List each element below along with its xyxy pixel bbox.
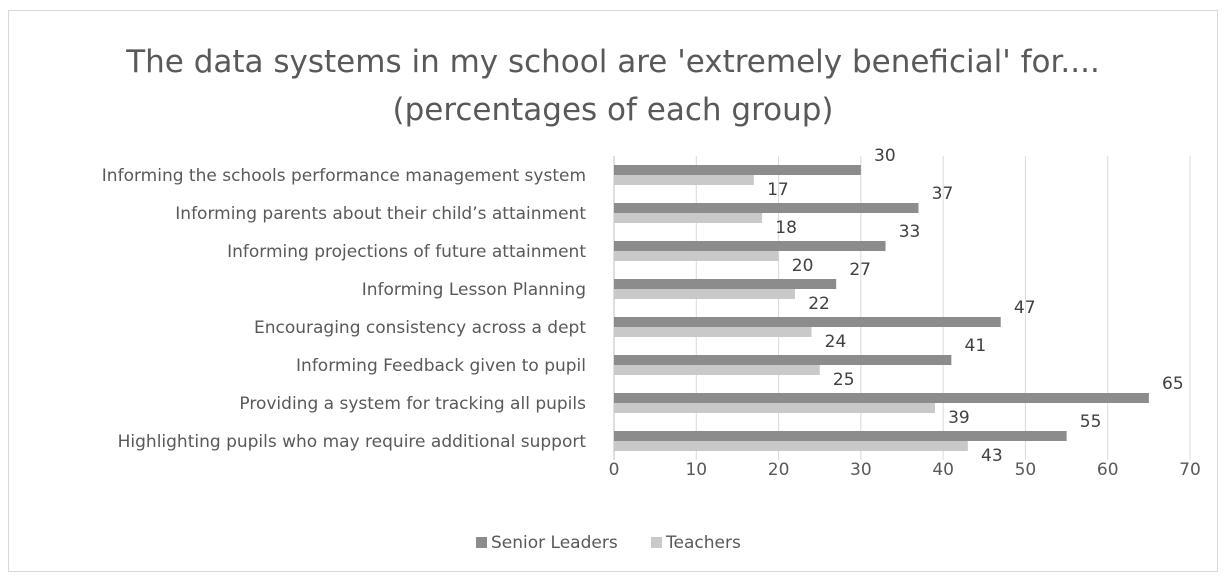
chart-title: The data systems in my school are 'extre… [8, 38, 1218, 134]
legend-swatch [651, 537, 662, 548]
x-tick-label: 40 [932, 460, 954, 480]
category-label: Informing Lesson Planning [362, 280, 586, 300]
chart-frame [8, 10, 1218, 572]
category-label: Informing projections of future attainme… [227, 242, 586, 262]
bar-teachers [614, 251, 779, 261]
bar-teachers [614, 365, 820, 375]
data-label: 27 [849, 260, 871, 280]
data-label: 41 [965, 336, 987, 356]
gridlines [613, 156, 1191, 460]
bars [614, 165, 1149, 451]
data-label: 18 [775, 218, 797, 238]
data-label: 55 [1080, 412, 1102, 432]
chart-title-line1: The data systems in my school are 'extre… [126, 44, 1100, 80]
data-label: 39 [948, 408, 970, 428]
x-tick-label: 30 [850, 460, 872, 480]
category-label: Highlighting pupils who may require addi… [118, 432, 587, 452]
x-tick-label: 60 [1097, 460, 1119, 480]
x-tick-label: 70 [1179, 460, 1201, 480]
bar-senior-leaders [614, 279, 837, 289]
bar-senior-leaders [614, 393, 1149, 403]
x-tick-label: 0 [609, 460, 620, 480]
data-label: 20 [792, 256, 814, 276]
data-label: 33 [899, 222, 921, 242]
bar-senior-leaders [614, 431, 1067, 441]
data-label: 65 [1162, 374, 1184, 394]
category-label: Providing a system for tracking all pupi… [239, 394, 586, 414]
category-label: Informing parents about their child’s at… [175, 204, 586, 224]
data-label: 24 [825, 332, 847, 352]
data-label: 43 [981, 446, 1003, 466]
x-tick-label: 10 [685, 460, 707, 480]
chart-subtitle: (percentages of each group) [392, 92, 834, 128]
x-tick-label: 20 [768, 460, 790, 480]
bar-teachers [614, 175, 754, 185]
legend-label: Senior Leaders [491, 533, 618, 553]
data-label: 25 [833, 370, 855, 390]
legend: Senior Leaders Teachers [476, 533, 741, 553]
bar-senior-leaders [614, 165, 861, 175]
bar-senior-leaders [614, 355, 952, 365]
bar-teachers [614, 289, 796, 299]
legend-swatch [476, 537, 487, 548]
data-label: 17 [767, 180, 789, 200]
category-label: Informing Feedback given to pupil [296, 356, 586, 376]
bar-teachers [614, 213, 763, 223]
category-label: Informing the schools performance manage… [102, 166, 586, 186]
bar-teachers [614, 403, 935, 413]
bar-senior-leaders [614, 317, 1001, 327]
data-label: 37 [932, 184, 954, 204]
legend-label: Teachers [665, 533, 741, 553]
bar-teachers [614, 327, 812, 337]
category-label: Encouraging consistency across a dept [254, 318, 586, 338]
data-label: 30 [874, 146, 896, 166]
data-label: 22 [808, 294, 830, 314]
data-label: 47 [1014, 298, 1036, 318]
bar-senior-leaders [614, 241, 886, 251]
bar-senior-leaders [614, 203, 919, 213]
labels: 0 10 20 30 40 50 60 70 Informing the schools per… [102, 146, 1201, 480]
x-tick-label: 50 [1015, 460, 1037, 480]
bar-teachers [614, 441, 968, 451]
